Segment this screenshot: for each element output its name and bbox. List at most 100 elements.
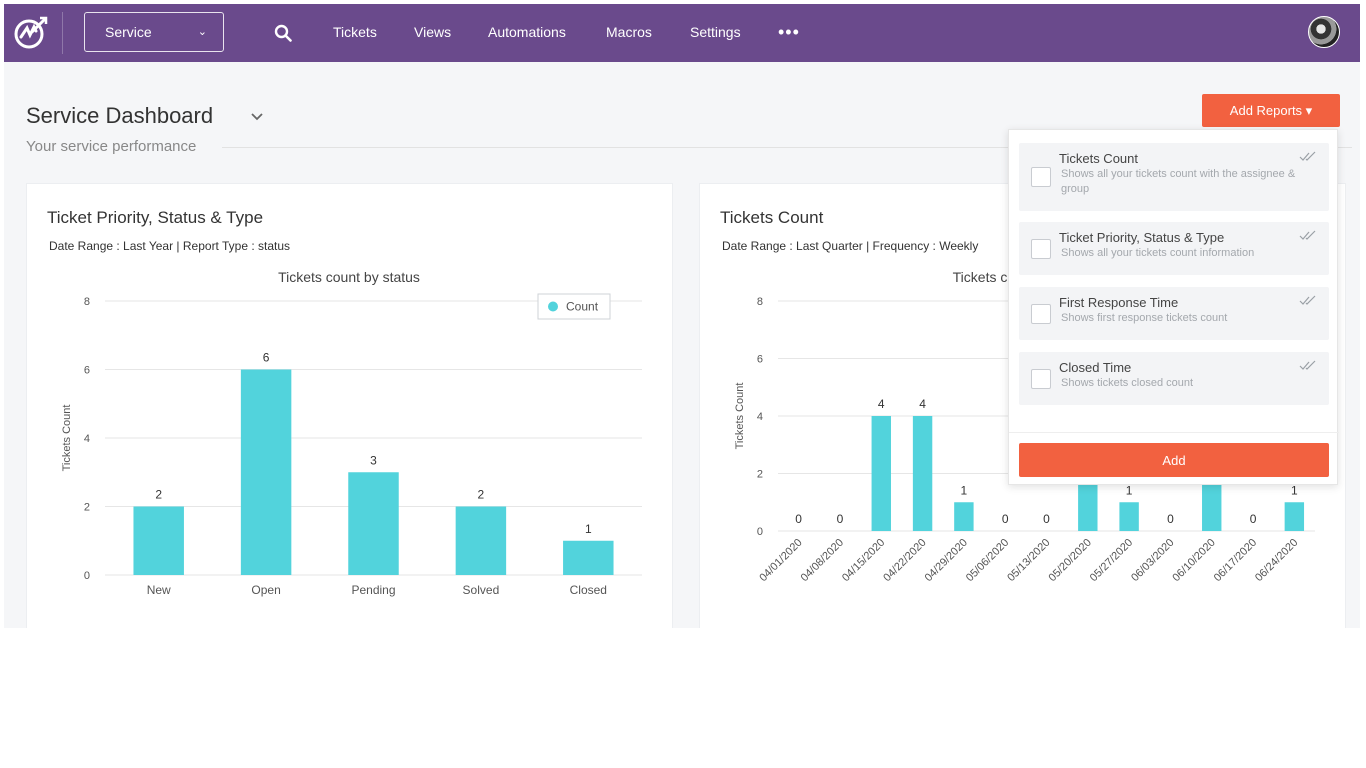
bar-value-label: 3 bbox=[370, 453, 377, 467]
x-tick-label: Open bbox=[251, 583, 280, 597]
bar-value-label: 0 bbox=[795, 512, 802, 526]
y-tick-label: 6 bbox=[84, 365, 90, 377]
y-tick-label: 2 bbox=[84, 502, 90, 514]
y-tick-label: 8 bbox=[84, 296, 90, 308]
x-tick-label: Solved bbox=[463, 583, 500, 597]
bar bbox=[1119, 502, 1139, 531]
title-chevron-down-icon[interactable] bbox=[250, 110, 264, 124]
add-report-button[interactable]: Add bbox=[1019, 443, 1329, 477]
nav-tickets[interactable]: Tickets bbox=[333, 24, 377, 40]
report-option-tickets-count[interactable]: Tickets Count Shows all your tickets cou… bbox=[1019, 143, 1329, 211]
x-tick-label: 05/06/2020 bbox=[964, 537, 1011, 584]
report-option-title: Tickets Count bbox=[1059, 151, 1138, 166]
double-check-icon bbox=[1299, 230, 1316, 240]
bar bbox=[240, 369, 292, 575]
x-tick-label: Pending bbox=[351, 583, 395, 597]
x-tick-label: 06/17/2020 bbox=[1212, 537, 1259, 584]
y-tick-label: 2 bbox=[757, 469, 763, 481]
chart-title: Tickets count by status bbox=[278, 269, 420, 285]
bar-value-label: 2 bbox=[478, 488, 485, 502]
y-tick-label: 4 bbox=[757, 411, 763, 423]
add-reports-button[interactable]: Add Reports ▾ bbox=[1202, 94, 1340, 127]
x-tick-label: New bbox=[147, 583, 171, 597]
nav-views[interactable]: Views bbox=[414, 24, 452, 40]
y-tick-label: 0 bbox=[84, 570, 90, 582]
bar-value-label: 1 bbox=[1126, 483, 1133, 497]
chevron-down-icon: ⌄ bbox=[197, 26, 207, 38]
y-tick-label: 0 bbox=[757, 526, 763, 538]
x-tick-label: 04/15/2020 bbox=[840, 537, 887, 584]
bar bbox=[348, 472, 399, 575]
nav-settings[interactable]: Settings bbox=[690, 24, 741, 40]
x-tick-label: 04/29/2020 bbox=[923, 537, 970, 584]
legend-swatch bbox=[548, 301, 558, 312]
page-subtitle: Your service performance bbox=[26, 138, 197, 155]
y-tick-label: 8 bbox=[757, 296, 763, 308]
report-option-title: Ticket Priority, Status & Type bbox=[1059, 230, 1225, 245]
bar bbox=[133, 506, 184, 575]
report-option-closed-time[interactable]: Closed Time Shows tickets closed count bbox=[1019, 352, 1329, 405]
card-meta: Date Range : Last Quarter | Frequency : … bbox=[722, 239, 979, 253]
report-option-desc: Shows tickets closed count bbox=[1061, 377, 1194, 389]
status-bar-chart: Tickets count by status 0 2 4 6 8 Tickets Coun… bbox=[61, 269, 642, 597]
bar-value-label: 4 bbox=[919, 397, 926, 411]
double-check-icon bbox=[1299, 295, 1316, 305]
search-icon[interactable] bbox=[274, 24, 292, 42]
x-tick-label: 04/08/2020 bbox=[799, 537, 846, 584]
bar-value-label: 0 bbox=[837, 512, 844, 526]
bar-value-label: 1 bbox=[961, 483, 968, 497]
bar bbox=[1202, 473, 1222, 531]
bar bbox=[1078, 473, 1098, 531]
card-title: Ticket Priority, Status & Type bbox=[47, 208, 264, 227]
x-tick-label: 06/10/2020 bbox=[1170, 537, 1217, 584]
subtitle-divider bbox=[222, 147, 1352, 148]
double-check-icon bbox=[1299, 151, 1316, 161]
bar bbox=[912, 416, 933, 531]
legend-label: Count bbox=[566, 300, 599, 314]
report-option-first-response-time[interactable]: First Response Time Shows first response… bbox=[1019, 287, 1329, 340]
bar-value-label: 0 bbox=[1002, 512, 1009, 526]
report-option-desc: Shows all your tickets count with the as… bbox=[1061, 168, 1296, 195]
x-tick-label: 05/27/2020 bbox=[1088, 537, 1135, 584]
service-select[interactable]: Service ⌄ bbox=[84, 12, 224, 52]
x-tick-label: 05/20/2020 bbox=[1047, 537, 1094, 584]
report-option-title: Closed Time bbox=[1059, 360, 1132, 375]
bar-value-label: 6 bbox=[263, 351, 270, 365]
report-option-priority-status-type[interactable]: Ticket Priority, Status & Type Shows all… bbox=[1019, 222, 1329, 275]
x-tick-label: 05/13/2020 bbox=[1005, 537, 1052, 584]
report-checkbox[interactable] bbox=[1031, 303, 1051, 324]
y-tick-label: 4 bbox=[84, 433, 90, 445]
bar-value-label: 1 bbox=[1291, 483, 1298, 497]
y-tick-label: 6 bbox=[757, 354, 763, 366]
report-option-desc: Shows first response tickets count bbox=[1061, 312, 1228, 324]
report-checkbox[interactable] bbox=[1031, 238, 1051, 259]
report-option-desc: Shows all your tickets count information bbox=[1061, 247, 1255, 259]
bar-value-label: 1 bbox=[585, 522, 592, 536]
y-axis-label: Tickets Count bbox=[734, 383, 746, 450]
bar-value-label: 2 bbox=[155, 488, 162, 502]
report-checkbox[interactable] bbox=[1031, 167, 1051, 187]
y-axis-label: Tickets Count bbox=[61, 405, 73, 472]
nav-macros[interactable]: Macros bbox=[606, 24, 652, 40]
bar bbox=[954, 502, 974, 531]
bar-value-label: 0 bbox=[1250, 512, 1257, 526]
report-option-title: First Response Time bbox=[1059, 295, 1179, 310]
add-reports-dropdown: Tickets Count Shows all your tickets cou… bbox=[1008, 129, 1339, 485]
dropdown-divider bbox=[1009, 432, 1339, 433]
service-select-value: Service bbox=[105, 24, 152, 40]
more-options-icon[interactable]: ••• bbox=[778, 22, 800, 42]
bar-value-label: 0 bbox=[1043, 512, 1050, 526]
bar-value-label: 0 bbox=[1167, 512, 1174, 526]
brand-logo-icon[interactable] bbox=[12, 15, 48, 51]
x-tick-label: 06/03/2020 bbox=[1129, 537, 1176, 584]
bar bbox=[563, 540, 614, 575]
user-avatar[interactable] bbox=[1308, 16, 1340, 48]
logo-divider bbox=[62, 12, 63, 54]
bar bbox=[871, 416, 891, 531]
x-tick-label: 04/01/2020 bbox=[757, 537, 804, 584]
nav-automations[interactable]: Automations bbox=[488, 24, 566, 40]
x-tick-label: 04/22/2020 bbox=[881, 537, 928, 584]
report-checkbox[interactable] bbox=[1031, 368, 1051, 389]
card-meta: Date Range : Last Year | Report Type : s… bbox=[49, 239, 291, 253]
